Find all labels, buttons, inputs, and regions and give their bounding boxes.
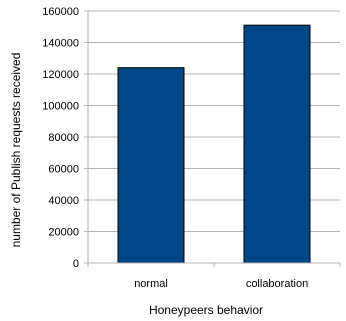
bar-collaboration bbox=[243, 24, 311, 264]
x-tick-label: normal bbox=[134, 278, 168, 290]
x-tick-label: collaboration bbox=[246, 278, 308, 290]
x-axis-title: Honeypeers behavior bbox=[149, 303, 263, 317]
x-tick-labels: normal collaboration bbox=[134, 278, 308, 290]
y-tick-label: 40000 bbox=[48, 195, 79, 207]
y-tick-label: 0 bbox=[73, 258, 79, 270]
y-tick-label: 20000 bbox=[48, 227, 79, 239]
y-tick-label: 60000 bbox=[48, 164, 79, 176]
bar-normal bbox=[117, 67, 185, 264]
bars bbox=[117, 24, 311, 264]
y-tick-label: 160000 bbox=[42, 6, 79, 18]
y-tick-labels: 0 20000 40000 60000 80000 100000 120000 140000 1… bbox=[42, 6, 79, 270]
y-tick-label: 140000 bbox=[42, 38, 79, 50]
y-tick-label: 80000 bbox=[48, 132, 79, 144]
y-tick-label: 120000 bbox=[42, 69, 79, 81]
y-axis-title: number of Publish requests received bbox=[9, 53, 23, 248]
axes bbox=[87, 11, 341, 267]
y-tick-label: 100000 bbox=[42, 101, 79, 113]
